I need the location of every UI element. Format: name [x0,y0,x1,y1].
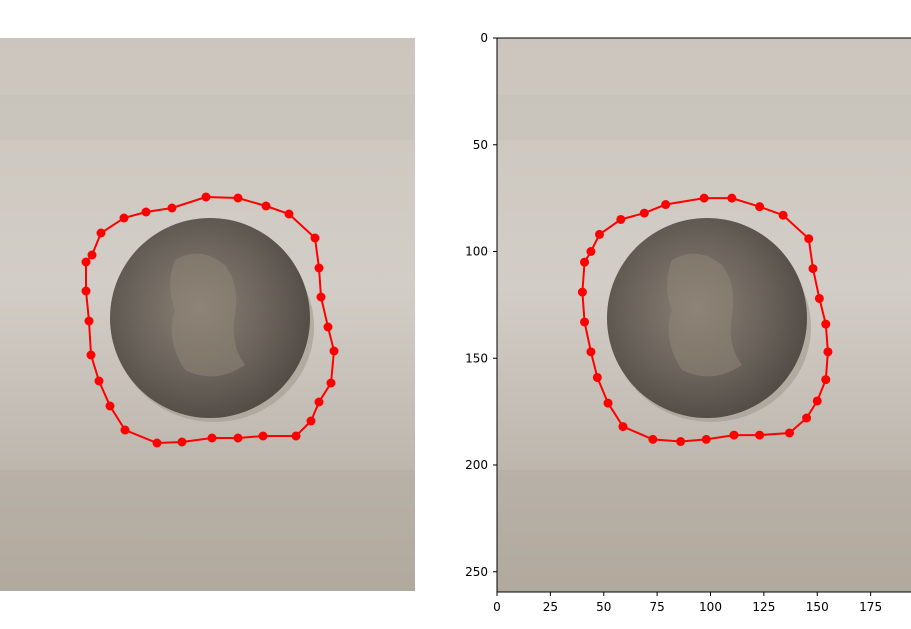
left-photo-band [0,95,415,140]
left-contour-point [233,433,243,443]
left-photo-band-lower [0,470,415,591]
left-contour-point [86,350,96,360]
y-tick-label: 50 [473,138,488,152]
right-contour-point [821,375,831,385]
left-contour-point [120,425,130,435]
right-contour-point [701,434,711,444]
left-contour-point [291,431,301,441]
left-contour-point [326,378,336,388]
right-photo-band [497,95,911,140]
left-contour-point [314,263,324,273]
right-contour-point [586,347,596,357]
right-axis-ticks: 0 25 50 75 100 125 150 175 0 50 100 150 200 250 [465,31,882,614]
left-contour-point [96,228,106,238]
y-tick-label: 250 [465,565,488,579]
right-photo-band-lower [497,470,911,592]
right-contour-point [812,396,822,406]
left-contour-point [167,203,177,213]
right-contour-point [616,214,626,224]
left-contour-point [284,209,294,219]
left-coin-profile [170,253,245,377]
right-contour-point [784,428,794,438]
right-contour-point [727,193,737,203]
right-contour-point [594,229,604,239]
right-contour-overlay [577,193,833,447]
left-contour-point [306,416,316,426]
y-tick-label: 200 [465,458,488,472]
left-contour-point [329,346,339,356]
right-contour-point [676,437,686,447]
left-contour-point [323,322,333,332]
y-tick-label: 150 [465,351,488,365]
right-contour-point [729,430,739,440]
left-contour-point [87,250,97,260]
left-contour-point [152,438,162,448]
right-contour-point [778,210,788,220]
x-tick-label: 25 [543,600,558,614]
right-contour-point [814,293,824,303]
right-coin-profile [667,253,742,377]
x-tick-label: 75 [649,600,664,614]
right-contour-point [618,422,628,432]
right-contour-point [755,202,765,212]
right-contour-point [577,287,587,297]
left-contour-point [119,213,129,223]
left-contour-point [105,401,115,411]
right-contour-point [603,398,613,408]
x-tick-label: 125 [752,600,775,614]
right-contour-point [802,413,812,423]
right-contour-point [592,372,602,382]
x-tick-label: 100 [699,600,722,614]
x-tick-label: 150 [806,600,829,614]
right-contour-point [755,430,765,440]
left-contour-point [207,433,217,443]
right-contour-point [580,257,590,267]
left-contour-point [177,437,187,447]
right-contour-point [639,208,649,218]
right-contour-point [580,317,590,327]
left-contour-point [233,193,243,203]
x-tick-label: 0 [493,600,501,614]
right-contour-point [661,200,671,210]
left-contour-point [310,233,320,243]
left-contour-point [201,192,211,202]
x-tick-label: 50 [596,600,611,614]
right-contour-point [821,319,831,329]
left-contour-point [84,316,94,326]
left-contour-point [141,207,151,217]
left-contour-point [81,257,91,267]
y-tick-label: 100 [465,245,488,259]
left-contour-point [81,286,91,296]
left-contour-point [314,397,324,407]
x-tick-label: 175 [859,600,882,614]
left-contour-point [261,201,271,211]
right-contour-point [804,234,814,244]
right-contour-point [699,193,709,203]
right-contour-point [823,347,833,357]
left-contour-point [316,292,326,302]
left-image-panel [0,38,415,591]
y-tick-label: 0 [480,31,488,45]
left-contour-point [258,431,268,441]
right-contour-point [586,247,596,256]
left-contour-point [94,376,104,386]
left-contour-overlay [81,192,339,448]
right-image-panel: 0 25 50 75 100 125 150 175 0 50 100 150 200 250 [465,31,911,614]
right-contour-point [648,434,658,444]
right-contour-point [808,264,818,274]
